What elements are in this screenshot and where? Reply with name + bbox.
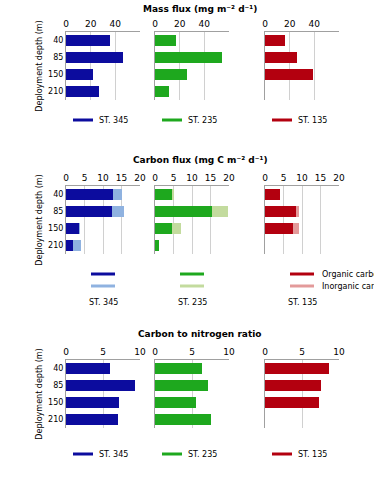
svg-text:5: 5 — [189, 347, 195, 357]
svg-text:10: 10 — [296, 173, 308, 183]
svg-text:5: 5 — [82, 173, 88, 183]
svg-text:0: 0 — [152, 19, 158, 29]
svg-text:150: 150 — [48, 224, 63, 233]
svg-text:150: 150 — [48, 398, 63, 407]
svg-text:85: 85 — [53, 53, 63, 62]
svg-text:Deployment depth (m): Deployment depth (m) — [35, 348, 44, 439]
svg-text:ST. 235: ST. 235 — [188, 450, 217, 459]
svg-text:20: 20 — [333, 173, 345, 183]
svg-text:0: 0 — [63, 173, 69, 183]
svg-text:15: 15 — [116, 173, 127, 183]
svg-text:40: 40 — [53, 36, 63, 45]
svg-text:85: 85 — [53, 207, 63, 216]
svg-text:ST. 235: ST. 235 — [188, 116, 217, 125]
svg-text:10: 10 — [186, 173, 198, 183]
svg-text:40: 40 — [199, 19, 211, 29]
svg-text:ST. 135: ST. 135 — [298, 116, 327, 125]
svg-text:Carbon flux (mg C m⁻² d⁻¹): Carbon flux (mg C m⁻² d⁻¹) — [133, 155, 268, 165]
svg-text:15: 15 — [205, 173, 216, 183]
svg-text:ST. 345: ST. 345 — [99, 116, 128, 125]
svg-text:210: 210 — [48, 241, 63, 250]
svg-text:Mass flux (mg m⁻² d⁻¹): Mass flux (mg m⁻² d⁻¹) — [143, 4, 257, 14]
svg-text:5: 5 — [100, 347, 106, 357]
svg-text:210: 210 — [48, 415, 63, 424]
svg-text:10: 10 — [223, 347, 235, 357]
svg-text:ST. 135: ST. 135 — [298, 450, 327, 459]
svg-text:20: 20 — [85, 19, 97, 29]
svg-text:10: 10 — [134, 347, 146, 357]
svg-text:Deployment depth (m): Deployment depth (m) — [35, 174, 44, 265]
svg-text:85: 85 — [53, 381, 63, 390]
svg-text:0: 0 — [262, 347, 268, 357]
svg-text:Carbon to nitrogen ratio: Carbon to nitrogen ratio — [138, 329, 262, 339]
svg-text:40: 40 — [53, 190, 63, 199]
svg-text:0: 0 — [152, 173, 158, 183]
svg-text:150: 150 — [48, 70, 63, 79]
svg-text:40: 40 — [309, 19, 321, 29]
svg-text:20: 20 — [284, 19, 296, 29]
svg-text:0: 0 — [63, 347, 69, 357]
svg-text:0: 0 — [262, 19, 268, 29]
svg-text:5: 5 — [299, 347, 305, 357]
svg-text:5: 5 — [281, 173, 287, 183]
svg-text:20: 20 — [223, 173, 235, 183]
svg-text:0: 0 — [63, 19, 69, 29]
svg-text:20: 20 — [134, 173, 146, 183]
svg-text:ST. 345: ST. 345 — [89, 298, 118, 307]
svg-text:Inorganic carbon: Inorganic carbon — [322, 282, 374, 291]
svg-text:0: 0 — [262, 173, 268, 183]
svg-text:40: 40 — [110, 19, 122, 29]
svg-text:ST. 345: ST. 345 — [99, 450, 128, 459]
svg-text:Deployment depth (m): Deployment depth (m) — [35, 20, 44, 111]
svg-text:ST. 135: ST. 135 — [288, 298, 317, 307]
svg-text:10: 10 — [97, 173, 109, 183]
svg-text:Organic carbon: Organic carbon — [322, 270, 374, 279]
svg-text:15: 15 — [315, 173, 326, 183]
svg-text:210: 210 — [48, 87, 63, 96]
svg-text:10: 10 — [333, 347, 345, 357]
svg-text:5: 5 — [171, 173, 177, 183]
svg-text:40: 40 — [53, 364, 63, 373]
svg-text:20: 20 — [174, 19, 186, 29]
svg-text:0: 0 — [152, 347, 158, 357]
svg-text:ST. 235: ST. 235 — [178, 298, 207, 307]
